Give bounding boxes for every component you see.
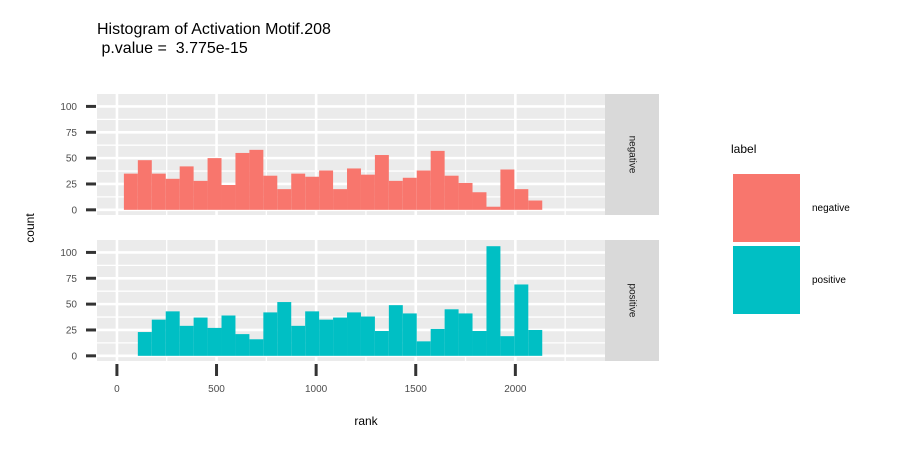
y-tick-label: 50 — [66, 300, 78, 311]
histogram-bar — [458, 182, 473, 210]
histogram-bar — [416, 170, 431, 210]
histogram-bar — [235, 334, 250, 356]
facet-strip — [605, 94, 659, 215]
histogram-bar — [151, 319, 166, 356]
histogram-bar — [333, 189, 348, 210]
x-tick-label: 2000 — [504, 384, 527, 395]
histogram-bar — [458, 313, 473, 356]
histogram-bar — [347, 168, 361, 210]
histogram-bar — [277, 189, 292, 210]
histogram-bar — [165, 311, 180, 356]
histogram-bar — [500, 169, 515, 210]
histogram-bar — [179, 166, 194, 210]
x-tick-label: 1500 — [405, 384, 428, 395]
histogram-bar — [319, 319, 334, 356]
histogram-bar — [263, 312, 278, 356]
y-tick-label: 25 — [66, 179, 78, 190]
histogram-bar — [360, 316, 375, 356]
histogram-bar — [291, 325, 306, 356]
legend-key-positive — [733, 246, 800, 314]
y-tick-label: 75 — [66, 128, 78, 139]
histogram-bar — [221, 185, 236, 210]
histogram-bar — [277, 302, 292, 356]
x-tick-label: 1000 — [305, 384, 328, 395]
histogram-bar — [193, 317, 208, 356]
histogram-bar — [514, 189, 529, 210]
histogram-bar — [528, 200, 543, 210]
y-tick-label: 25 — [66, 325, 78, 336]
histogram-bar — [137, 160, 152, 210]
legend-key-negative — [733, 174, 800, 242]
histogram-bar — [402, 177, 417, 210]
histogram-bar — [374, 331, 389, 356]
histogram-bar — [374, 155, 389, 210]
histogram-bar — [221, 315, 236, 356]
facet-strip-label: positive — [627, 284, 638, 318]
histogram-bar — [430, 150, 445, 210]
histogram-bar — [137, 332, 152, 356]
y-axis-label: count — [23, 213, 37, 243]
histogram-bar — [416, 341, 431, 356]
y-tick-label: 100 — [60, 248, 77, 259]
histogram-bar — [123, 173, 138, 210]
histogram-bar — [291, 173, 306, 210]
legend-title: label — [731, 142, 756, 156]
histogram-bar — [528, 329, 543, 356]
histogram-bar — [263, 175, 278, 210]
histogram-bar — [347, 312, 361, 356]
histogram-bar — [249, 149, 264, 210]
histogram-bar — [500, 336, 515, 356]
x-axis-label: rank — [354, 414, 378, 428]
y-tick-label: 0 — [71, 205, 77, 216]
histogram-bar — [430, 328, 445, 356]
x-tick-label: 0 — [114, 384, 120, 395]
panel-negative: negative — [66, 94, 659, 215]
histogram-bar — [472, 331, 487, 356]
histogram-bar — [444, 309, 459, 356]
histogram-bar — [305, 311, 320, 356]
y-tick-label: 50 — [66, 154, 78, 165]
histogram-bar — [235, 152, 250, 210]
panel-positive: positive — [66, 240, 659, 361]
facet-strip — [605, 240, 659, 361]
chart-title: Histogram of Activation Motif.208 — [97, 21, 331, 38]
histogram-bar — [444, 175, 459, 210]
histogram-bar — [333, 317, 348, 356]
histogram-bar — [207, 158, 222, 210]
histogram-bar — [360, 174, 375, 210]
y-tick-label: 75 — [66, 274, 78, 285]
histogram-bar — [193, 180, 208, 210]
histogram-bar — [305, 176, 320, 210]
legend-label-negative: negative — [812, 203, 850, 214]
legend-label-positive: positive — [812, 275, 846, 286]
histogram-bar — [179, 325, 194, 356]
y-tick-label: 0 — [71, 351, 77, 362]
chart-subtitle: p.value = 3.775e-15 — [97, 40, 248, 57]
histogram-bar — [151, 173, 166, 210]
histogram-bar — [486, 206, 501, 210]
histogram-bar — [514, 284, 529, 356]
histogram-bar — [388, 305, 403, 356]
y-tick-label: 100 — [60, 102, 77, 113]
histogram-bar — [402, 313, 417, 356]
x-tick-label: 500 — [208, 384, 225, 395]
histogram-bar — [207, 327, 222, 356]
histogram-bar — [165, 178, 180, 210]
histogram-bar — [472, 192, 487, 210]
histogram-bar — [249, 339, 264, 356]
facet-strip-label: negative — [627, 136, 638, 174]
histogram-bar — [486, 246, 501, 356]
histogram-bar — [388, 180, 403, 210]
legend: label negative positive — [731, 142, 850, 314]
histogram-bar — [319, 170, 334, 210]
